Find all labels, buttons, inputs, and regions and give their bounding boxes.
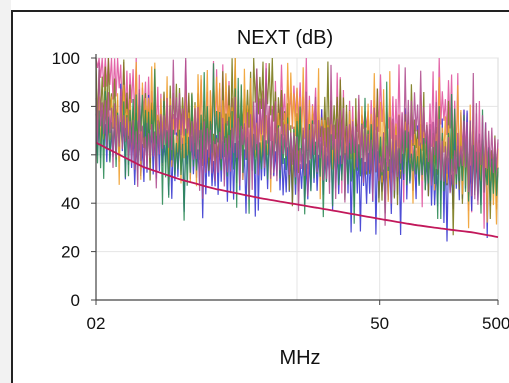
chart-title: NEXT (dB): [237, 27, 333, 49]
series-layer: [95, 57, 499, 242]
y-tick-label: 0: [71, 291, 80, 310]
y-tick-label: 40: [61, 194, 80, 213]
x-tick-label: 500: [482, 314, 509, 333]
limit-line-layer: [95, 141, 499, 238]
x-tick-labels: 02 50 500: [87, 300, 509, 333]
y-tick-labels: 0 20 40 60 80 100: [52, 49, 96, 310]
x-axis-title: MHz: [279, 347, 320, 369]
x-tick-label: 02: [87, 314, 106, 333]
limit-line: [95, 141, 499, 238]
y-tick-label: 60: [61, 146, 80, 165]
axes: [95, 54, 498, 301]
left-margin-strip: [0, 0, 11, 383]
x-tick-label: 50: [370, 314, 389, 333]
series-line: [95, 57, 499, 226]
y-tick-label: 100: [52, 49, 80, 68]
y-tick-label: 20: [61, 243, 80, 262]
y-tick-label: 80: [61, 97, 80, 116]
